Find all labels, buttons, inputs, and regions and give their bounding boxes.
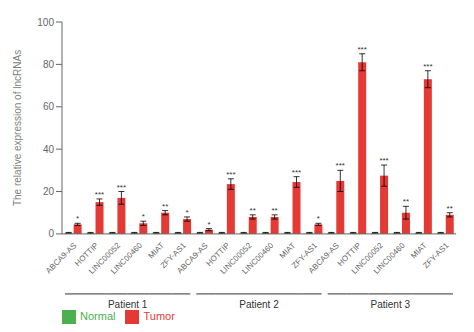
svg-text:***: *** bbox=[358, 45, 367, 54]
svg-text:80: 80 bbox=[43, 59, 55, 70]
svg-text:**: ** bbox=[447, 204, 453, 213]
svg-text:Patient 1: Patient 1 bbox=[108, 299, 148, 310]
svg-text:LINC00460: LINC00460 bbox=[372, 241, 407, 276]
svg-text:LINC00460: LINC00460 bbox=[240, 241, 275, 276]
svg-text:LINC00052: LINC00052 bbox=[349, 241, 385, 276]
svg-text:HOTTIP: HOTTIP bbox=[73, 241, 101, 269]
svg-text:LINC00052: LINC00052 bbox=[87, 241, 123, 276]
svg-text:20: 20 bbox=[43, 186, 55, 197]
svg-text:MIAT: MIAT bbox=[409, 241, 429, 261]
svg-text:***: *** bbox=[423, 62, 432, 71]
html-text:Tumor: Tumor bbox=[143, 309, 175, 322]
svg-text:***: *** bbox=[95, 190, 104, 199]
svg-text:***: *** bbox=[336, 161, 345, 170]
svg-text:ZFY-AS1: ZFY-AS1 bbox=[158, 241, 188, 271]
html-text:Normal: Normal bbox=[80, 309, 116, 322]
svg-text:**: ** bbox=[162, 202, 168, 211]
svg-text:ZFY-AS1: ZFY-AS1 bbox=[290, 241, 320, 271]
svg-text:*: * bbox=[76, 214, 79, 223]
svg-text:ABCA9-AS: ABCA9-AS bbox=[44, 241, 78, 275]
svg-text:***: *** bbox=[117, 183, 126, 192]
svg-text:**: ** bbox=[272, 206, 278, 215]
svg-text:*: * bbox=[186, 208, 189, 217]
svg-text:HOTTIP: HOTTIP bbox=[335, 241, 363, 269]
svg-text:**: ** bbox=[250, 206, 256, 215]
svg-text:**: ** bbox=[403, 197, 409, 206]
svg-text:HOTTIP: HOTTIP bbox=[204, 241, 232, 269]
svg-text:*: * bbox=[317, 214, 320, 223]
svg-text:LINC00460: LINC00460 bbox=[109, 241, 144, 276]
svg-text:40: 40 bbox=[43, 144, 55, 155]
svg-text:*: * bbox=[207, 220, 210, 229]
svg-text:LINC00052: LINC00052 bbox=[218, 241, 254, 276]
svg-text:ZFY-AS1: ZFY-AS1 bbox=[421, 241, 450, 270]
svg-text:ABCA9-AS: ABCA9-AS bbox=[175, 241, 209, 275]
svg-text:Patient 2: Patient 2 bbox=[239, 299, 279, 310]
svg-text:0: 0 bbox=[48, 228, 54, 239]
svg-text:MIAT: MIAT bbox=[146, 241, 166, 261]
svg-text:***: *** bbox=[292, 168, 301, 177]
svg-text:ABCA9-AS: ABCA9-AS bbox=[307, 241, 341, 275]
svg-text:100: 100 bbox=[37, 17, 54, 28]
svg-text:*: * bbox=[142, 212, 145, 221]
svg-text:***: *** bbox=[379, 156, 388, 165]
svg-text:The relative expression of lnc: The relative expression of lncRNAs bbox=[12, 50, 23, 206]
svg-text:MIAT: MIAT bbox=[278, 241, 298, 261]
svg-text:60: 60 bbox=[43, 101, 55, 112]
svg-text:Patient 3: Patient 3 bbox=[371, 299, 411, 310]
svg-text:***: *** bbox=[226, 170, 235, 179]
